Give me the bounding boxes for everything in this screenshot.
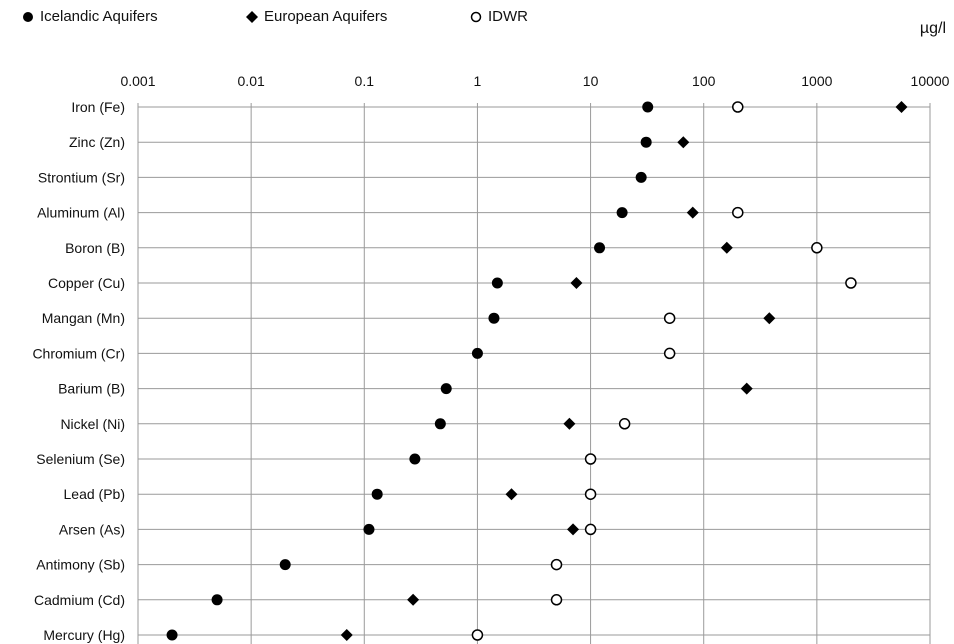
data-point-european	[567, 523, 580, 536]
x-tick-label: 100	[692, 73, 716, 89]
data-point-idwr	[584, 453, 597, 465]
data-point-icelandic	[635, 171, 647, 183]
data-point-idwr	[663, 312, 676, 324]
legend-filled-circle-icon	[23, 11, 33, 22]
legend-item-european: European Aquifers	[246, 8, 387, 25]
data-point-icelandic	[471, 347, 483, 359]
data-point-idwr	[811, 242, 823, 254]
category-label: Lead (Pb)	[64, 486, 125, 502]
data-point-icelandic	[371, 488, 383, 500]
data-point-european	[677, 136, 690, 149]
legend-item-icelandic: Icelandic Aquifers	[22, 8, 158, 25]
data-point-icelandic	[594, 242, 606, 254]
x-tick-label: 0.01	[238, 73, 265, 89]
data-point-idwr	[732, 206, 744, 219]
data-point-european	[407, 593, 420, 606]
category-label: Nickel (Ni)	[60, 416, 125, 432]
legend-item-idwr: IDWR	[470, 8, 528, 25]
category-label: Mercury (Hg)	[43, 627, 125, 643]
category-label: Cadmium (Cd)	[34, 592, 125, 608]
data-point-idwr	[550, 594, 563, 606]
data-point-icelandic	[616, 207, 628, 219]
data-point-icelandic	[440, 383, 452, 395]
data-point-idwr	[584, 488, 597, 500]
data-point-icelandic	[434, 418, 446, 430]
category-label: Chromium (Cr)	[32, 345, 125, 361]
data-point-european	[686, 206, 699, 219]
legend-label-european: European Aquifers	[264, 8, 388, 25]
x-tick-label: 1	[474, 73, 482, 89]
data-point-icelandic	[211, 594, 223, 606]
data-point-idwr	[471, 629, 484, 641]
data-point-idwr	[550, 558, 563, 571]
data-point-european	[740, 382, 753, 395]
data-point-icelandic	[166, 629, 178, 641]
data-point-icelandic	[640, 136, 652, 148]
legend-open-circle-icon	[470, 11, 482, 22]
category-label: Copper (Cu)	[48, 275, 125, 291]
data-point-icelandic	[488, 312, 500, 324]
data-point-icelandic	[409, 453, 421, 465]
legend-label-icelandic: Icelandic Aquifers	[40, 8, 158, 25]
category-label: Boron (B)	[65, 240, 125, 256]
category-label: Iron (Fe)	[71, 99, 125, 115]
data-point-european	[763, 312, 776, 325]
category-label: Selenium (Se)	[36, 451, 125, 467]
data-point-european	[563, 417, 576, 430]
x-tick-label: 10	[583, 73, 599, 89]
category-label: Zinc (Zn)	[69, 134, 125, 150]
data-point-european	[720, 241, 733, 254]
data-point-european	[340, 629, 353, 641]
data-point-european	[895, 101, 908, 113]
data-point-idwr	[584, 523, 597, 536]
data-point-idwr	[845, 277, 857, 289]
x-tick-label: 0.1	[355, 73, 375, 89]
data-point-icelandic	[363, 523, 375, 535]
category-label: Antimony (Sb)	[36, 557, 125, 573]
legend-filled-diamond-icon	[246, 10, 258, 23]
x-tick-label: 10000	[911, 73, 950, 89]
category-label: Strontium (Sr)	[38, 169, 125, 185]
data-point-icelandic	[491, 277, 503, 289]
category-label: Aluminum (Al)	[37, 205, 125, 221]
unit-label: µg/l	[919, 20, 946, 37]
x-tick-label: 0.001	[120, 73, 155, 89]
data-point-icelandic	[642, 101, 654, 113]
category-label: Arsen (As)	[59, 521, 125, 537]
legend-label-idwr: IDWR	[488, 8, 528, 25]
category-label: Mangan (Mn)	[42, 310, 125, 326]
data-point-idwr	[618, 418, 631, 430]
data-point-european	[505, 488, 518, 501]
data-point-icelandic	[279, 559, 291, 571]
data-point-idwr	[732, 101, 744, 113]
category-label: Barium (B)	[58, 381, 125, 397]
x-tick-label: 1000	[801, 73, 832, 89]
data-point-european	[570, 277, 583, 289]
data-point-idwr	[663, 347, 676, 360]
legend: Icelandic Aquifers European Aquifers IDW…	[0, 8, 954, 34]
